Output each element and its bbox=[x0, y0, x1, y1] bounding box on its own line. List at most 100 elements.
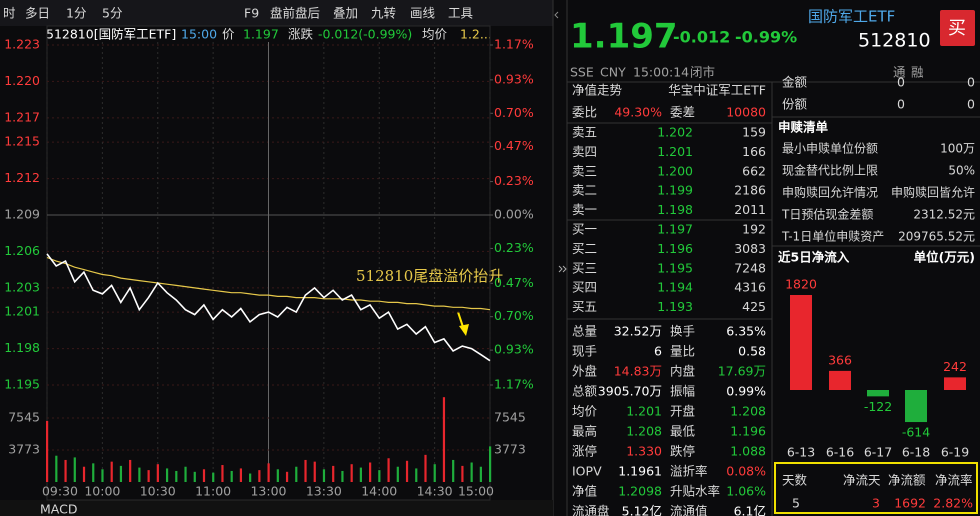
book-price: 1.198 bbox=[657, 202, 693, 217]
stat-label: 开盘 bbox=[670, 404, 695, 419]
volume-bar bbox=[304, 459, 307, 482]
book-volume: 166 bbox=[742, 144, 766, 159]
x-tick-label: 13:30 bbox=[306, 484, 342, 499]
price-line bbox=[46, 253, 491, 362]
book-price: 1.193 bbox=[657, 299, 693, 314]
volume-tick-label: 3773 bbox=[494, 441, 526, 456]
time: 15:00:14 bbox=[633, 65, 689, 80]
volume-bar bbox=[387, 458, 390, 482]
buy-button[interactable] bbox=[940, 10, 975, 46]
toolbar-item[interactable]: 时 bbox=[3, 6, 16, 21]
toolbar-item[interactable]: 多日 bbox=[25, 6, 50, 21]
volume-bar bbox=[249, 473, 252, 482]
toolbar-item[interactable]: 九转 bbox=[371, 6, 396, 21]
stat-value: 5.12亿 bbox=[622, 504, 662, 516]
y2-tick-label: 0.23% bbox=[494, 173, 534, 188]
collapse-icon[interactable] bbox=[554, 11, 559, 19]
stat-label: 最高 bbox=[572, 424, 597, 439]
stat-label: 流通盘 bbox=[572, 504, 610, 516]
bottom-tabs bbox=[0, 500, 553, 516]
info-label: 现金替代比例上限 bbox=[782, 163, 878, 178]
volume-bar bbox=[119, 465, 123, 482]
chart-title: 近5日净流入 bbox=[778, 250, 850, 265]
book-volume: 3083 bbox=[734, 241, 766, 256]
volume-bar bbox=[202, 469, 206, 482]
x-tick-label: 09:30 bbox=[42, 484, 78, 499]
stat-value: 1.06% bbox=[726, 484, 766, 499]
info-value: 209765.52元 bbox=[898, 230, 975, 244]
volume-bar bbox=[156, 464, 159, 482]
summary-header: 净流额 bbox=[888, 473, 926, 488]
x-tick-label: 6-19 bbox=[941, 445, 969, 460]
info-value: 0 bbox=[967, 75, 975, 90]
info-value: 50% bbox=[948, 164, 975, 178]
expand-icon[interactable] bbox=[558, 265, 567, 273]
toolbar-item[interactable]: 工具 bbox=[448, 6, 474, 21]
x-tick-label: 6-17 bbox=[864, 445, 892, 460]
volume-bar bbox=[452, 459, 455, 482]
info-value: 申购赎回皆允许 bbox=[891, 185, 975, 200]
stat-label: 跌停 bbox=[670, 444, 695, 459]
volume-tick-label: 7545 bbox=[8, 410, 40, 425]
volume-bar bbox=[110, 461, 113, 482]
volume-bar bbox=[295, 466, 298, 482]
x-tick-label: 11:00 bbox=[195, 484, 231, 499]
book-label: 卖三 bbox=[572, 163, 597, 178]
y2-tick-label: 0.23% bbox=[494, 240, 534, 255]
toolbar bbox=[0, 0, 553, 26]
volume-bar bbox=[285, 471, 289, 482]
book-price: 1.202 bbox=[657, 125, 693, 140]
toolbar-item[interactable]: 1分 bbox=[66, 6, 86, 21]
stat-label: 换手 bbox=[670, 324, 695, 339]
flow-bar bbox=[944, 377, 966, 390]
summary-value: 3 bbox=[872, 496, 880, 511]
status: 闭市 bbox=[690, 65, 715, 80]
volume-bar bbox=[424, 454, 427, 482]
book-volume: 2011 bbox=[734, 202, 766, 217]
y-tick-label: 1.206 bbox=[4, 243, 40, 258]
price-line bbox=[46, 256, 491, 311]
volume-bar bbox=[341, 470, 344, 482]
price: 1.197 bbox=[243, 27, 279, 42]
quote-name: 国防军工ETF bbox=[808, 8, 895, 26]
exchange: SSE bbox=[570, 65, 594, 80]
toolbar-item[interactable]: 画线 bbox=[410, 6, 436, 21]
volume-bar bbox=[92, 463, 95, 482]
toolbar-item[interactable]: 盘前盘后 bbox=[270, 6, 320, 21]
book-label: 买二 bbox=[572, 241, 597, 256]
tab[interactable]: MACD bbox=[40, 502, 77, 516]
flow-bar bbox=[829, 370, 851, 390]
y-tick-label: 1.201 bbox=[4, 304, 40, 319]
change: -0.012(-0.99%) bbox=[318, 27, 412, 42]
y2-tick-label: 0.47% bbox=[494, 275, 534, 290]
label: 价 bbox=[222, 27, 235, 42]
book-volume: 7248 bbox=[734, 260, 766, 275]
tag: 通 bbox=[893, 65, 906, 80]
volume-bar bbox=[230, 470, 233, 482]
y2-tick-label: 0.93% bbox=[494, 71, 534, 86]
y-tick-label: 1.220 bbox=[4, 73, 40, 88]
x-tick-label: 14:30 bbox=[417, 484, 453, 499]
toolbar-item[interactable]: 5分 bbox=[102, 6, 122, 21]
info-value: 0 bbox=[967, 97, 975, 112]
volume-bar bbox=[489, 446, 492, 482]
stat-value: 17.69万 bbox=[718, 364, 766, 379]
toolbar-item[interactable]: 叠加 bbox=[333, 6, 358, 21]
y-tick-label: 1.198 bbox=[4, 340, 40, 355]
annotation: 512810尾盘溢价抬升 bbox=[356, 267, 503, 285]
flow-value-label: 242 bbox=[943, 359, 967, 374]
stat-label: 净值 bbox=[572, 484, 597, 499]
y-tick-label: 1.209 bbox=[4, 207, 40, 222]
quote-code: 512810 bbox=[858, 30, 931, 52]
summary-header: 天数 bbox=[782, 473, 808, 488]
x-tick-label: 14:00 bbox=[361, 484, 397, 499]
buy-label[interactable]: 买 bbox=[948, 18, 966, 39]
quote-change-pct: -0.99% bbox=[735, 28, 797, 47]
y2-tick-label: 1.17% bbox=[494, 377, 534, 392]
toolbar-item[interactable]: F9 bbox=[244, 6, 259, 21]
volume-bar bbox=[442, 397, 446, 482]
stat-label: 升贴水率 bbox=[670, 484, 720, 499]
stat-label: 最低 bbox=[670, 424, 696, 439]
stat-label: 流通值 bbox=[670, 504, 708, 516]
